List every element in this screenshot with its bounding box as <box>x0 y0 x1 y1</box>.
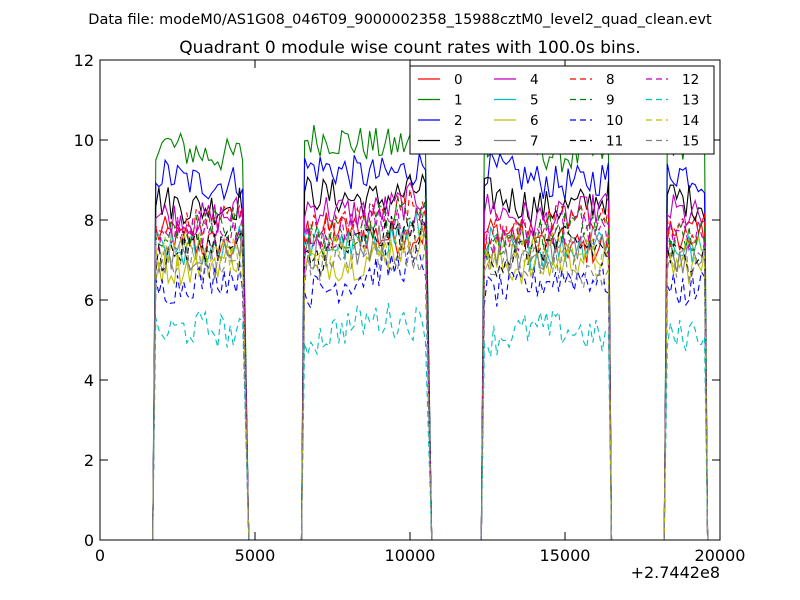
series-line-2 <box>152 149 709 541</box>
legend-label-6: 6 <box>530 113 539 129</box>
series-line-10 <box>152 247 709 541</box>
legend-label-9: 9 <box>606 93 615 109</box>
y-tick-label: 2 <box>84 451 94 470</box>
legend-label-15: 15 <box>682 134 699 150</box>
plot-lines <box>152 124 709 541</box>
x-tick-label: 5000 <box>235 546 276 565</box>
legend-label-12: 12 <box>682 72 699 88</box>
legend-label-1: 1 <box>454 93 463 109</box>
x-tick-label: 10000 <box>385 546 436 565</box>
legend-label-7: 7 <box>530 134 539 150</box>
legend-label-10: 10 <box>606 113 623 129</box>
y-tick-label: 10 <box>74 131 94 150</box>
legend-label-0: 0 <box>454 72 463 88</box>
legend-label-11: 11 <box>606 134 623 150</box>
y-tick-label: 4 <box>84 371 94 390</box>
y-tick-label: 0 <box>84 531 94 550</box>
x-axis-offset-label: +2.7442e8 <box>631 563 720 582</box>
y-tick-label: 12 <box>74 51 94 70</box>
legend-box <box>409 65 715 155</box>
legend-label-13: 13 <box>682 93 699 109</box>
series-line-4 <box>152 181 709 541</box>
x-tick-label: 20000 <box>695 546 746 565</box>
data-file-header: Data file: modeM0/AS1G08_046T09_90000023… <box>88 12 712 28</box>
series-line-14 <box>152 229 709 541</box>
legend-label-2: 2 <box>454 113 463 129</box>
series-line-6 <box>152 225 709 541</box>
x-tick-label: 0 <box>95 546 105 565</box>
series-line-7 <box>152 209 709 541</box>
y-tick-label: 8 <box>84 211 94 230</box>
legend-label-4: 4 <box>530 72 539 88</box>
x-tick-label: 15000 <box>540 546 591 565</box>
y-tick-label: 6 <box>84 291 94 310</box>
series-line-15 <box>152 238 709 541</box>
legend-label-14: 14 <box>682 113 699 129</box>
legend-label-8: 8 <box>606 72 615 88</box>
series-line-9 <box>152 195 709 541</box>
legend-label-3: 3 <box>454 134 463 150</box>
chart-title: Quadrant 0 module wise count rates with … <box>179 38 640 58</box>
series-line-11 <box>152 215 709 541</box>
legend-label-5: 5 <box>530 93 539 109</box>
